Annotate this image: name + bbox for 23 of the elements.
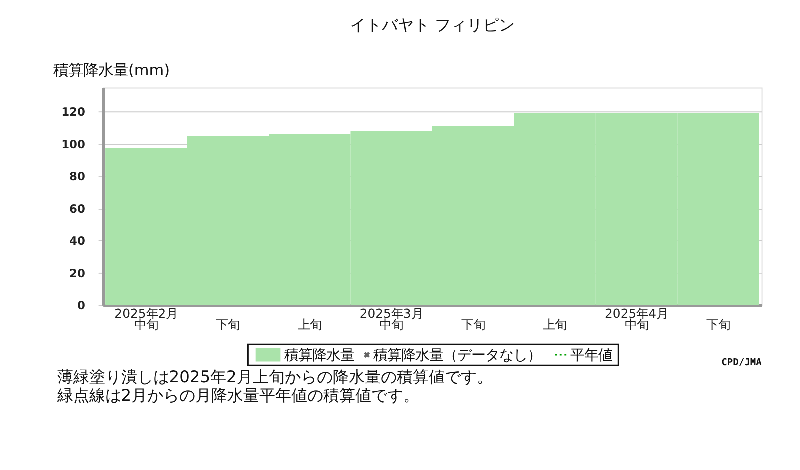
- text: 緑点線は2月からの月降水量平年値の積算値です。: [56, 386, 420, 405]
- y-tick-label: 40: [70, 234, 86, 248]
- text: 薄緑塗り潰しは2025年2月上旬からの降水量の積算値です。: [57, 368, 493, 387]
- text: 2025年4月: [605, 306, 669, 321]
- x-tick-label: 下旬: [216, 316, 240, 332]
- x-tick-label: 下旬: [706, 316, 730, 332]
- y-tick-label: 20: [70, 266, 86, 280]
- legend-label: 平年値: [570, 348, 612, 364]
- y-tick-label: 60: [70, 202, 86, 216]
- x-tick-label: 上旬: [298, 316, 322, 332]
- text: 2025年2月: [114, 306, 178, 321]
- legend-label: 積算降水量（データなし）: [374, 348, 542, 364]
- x-tick-label: 上旬: [543, 316, 568, 332]
- legend-label: 積算降水量: [284, 348, 354, 364]
- x-tick-label: 下旬: [461, 316, 486, 332]
- chart-title: イトバヤト フィリピン: [350, 15, 516, 34]
- y-axis-title: 積算降水量(mm): [53, 61, 170, 80]
- y-tick-label: 0: [77, 298, 86, 313]
- y-tick-label: 80: [70, 170, 86, 184]
- text: CPD/JMA: [722, 358, 762, 369]
- text: 2025年3月: [360, 306, 424, 321]
- y-tick-label: 120: [62, 105, 86, 120]
- y-tick-label: 100: [62, 137, 86, 152]
